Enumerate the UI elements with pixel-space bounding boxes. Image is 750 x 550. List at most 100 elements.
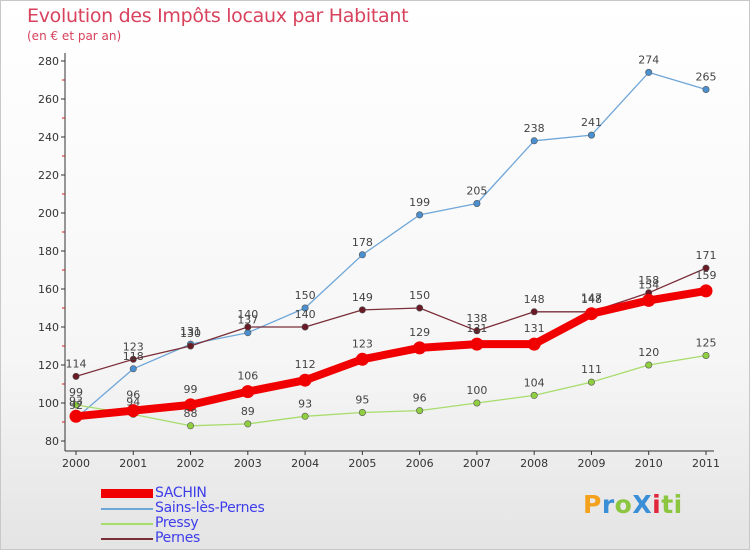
x-tick-label: 2000 xyxy=(62,457,90,470)
chart-subtitle: (en € et par an) xyxy=(27,29,122,43)
data-point-pernes xyxy=(473,327,481,335)
data-label-pernes: 114 xyxy=(66,357,87,370)
data-point-pernes xyxy=(530,308,538,316)
x-tick-label: 2004 xyxy=(291,457,319,470)
chart-series xyxy=(69,68,713,430)
data-label-sachin: 99 xyxy=(184,383,198,396)
data-label-sains-les-pernes: 92 xyxy=(69,399,83,412)
data-point-pressy xyxy=(473,399,481,407)
data-label-sains-les-pernes: 238 xyxy=(524,122,545,135)
y-tick-label: 180 xyxy=(38,245,59,258)
data-point-sains-les-pernes xyxy=(587,131,595,139)
data-label-pressy: 120 xyxy=(638,346,659,359)
chart-axes: 80 100 120 140 160 180 200 220 240 260 280 2000 2001… xyxy=(38,53,720,470)
data-point-sains-les-pernes xyxy=(301,304,309,312)
data-point-sains-les-pernes xyxy=(530,137,538,145)
data-label-pernes: 123 xyxy=(123,340,144,353)
x-tick-label: 2008 xyxy=(520,457,548,470)
legend-swatch xyxy=(101,538,153,540)
data-point-pernes xyxy=(244,323,252,331)
logo-letter: r xyxy=(601,490,615,519)
data-point-pernes xyxy=(187,342,195,350)
legend-label: Pressy xyxy=(155,515,199,531)
data-label-sains-les-pernes: 265 xyxy=(696,71,717,84)
data-label-pernes: 148 xyxy=(581,293,602,306)
data-label-pernes: 158 xyxy=(638,274,659,287)
data-point-pernes xyxy=(358,306,366,314)
data-label-sachin: 154 xyxy=(638,278,659,291)
legend-swatch xyxy=(101,508,153,510)
data-label-pernes: 138 xyxy=(466,312,487,325)
series-line-sains-les-pernes xyxy=(75,71,707,419)
logo-letter: i xyxy=(673,490,683,519)
data-label-sains-les-pernes: 205 xyxy=(466,185,487,198)
data-point-sachin xyxy=(298,373,312,387)
data-point-sachin xyxy=(699,284,713,298)
data-point-pressy xyxy=(530,391,538,399)
data-point-sains-les-pernes xyxy=(416,211,424,219)
data-point-pernes xyxy=(301,323,309,331)
data-point-pressy xyxy=(358,408,366,416)
data-label-pernes: 140 xyxy=(295,308,316,321)
data-label-sains-les-pernes: 137 xyxy=(237,314,258,327)
y-tick-label: 160 xyxy=(38,283,59,296)
chart-title: Evolution des Impôts locaux par Habitant xyxy=(27,5,409,27)
data-label-sachin: 147 xyxy=(581,292,602,305)
data-label-pernes: 149 xyxy=(352,291,373,304)
data-label-pernes: 140 xyxy=(237,308,258,321)
logo-letter: i xyxy=(652,490,662,519)
data-label-pressy: 100 xyxy=(466,384,487,397)
data-label-sachin: 112 xyxy=(295,358,316,371)
data-point-sachin xyxy=(241,385,255,399)
data-label-sachin: 131 xyxy=(466,322,487,335)
series-line-sachin xyxy=(72,286,710,421)
data-label-pernes: 150 xyxy=(409,289,430,302)
data-label-pernes: 148 xyxy=(524,293,545,306)
series-line-pernes xyxy=(75,267,707,378)
data-label-pressy: 88 xyxy=(184,407,198,420)
data-point-sachin xyxy=(126,404,140,418)
data-label-sains-les-pernes: 131 xyxy=(180,325,201,338)
data-label-sachin: 123 xyxy=(352,337,373,350)
logo-letter: t xyxy=(661,490,674,519)
x-tick-label: 2003 xyxy=(234,457,262,470)
data-point-pernes xyxy=(416,304,424,312)
data-label-pernes: 171 xyxy=(696,249,717,262)
data-point-sains-les-pernes xyxy=(129,365,137,373)
data-point-pressy xyxy=(645,361,653,369)
data-label-sains-les-pernes: 199 xyxy=(409,196,430,209)
legend-swatch xyxy=(101,523,153,525)
data-point-sachin xyxy=(527,337,541,351)
data-label-sachin: 159 xyxy=(696,269,717,282)
data-point-sachin xyxy=(69,409,83,423)
y-tick-label: 80 xyxy=(45,435,59,448)
logo-letter: o xyxy=(614,490,633,519)
data-point-pressy xyxy=(301,412,309,420)
data-point-pressy xyxy=(244,420,252,428)
data-label-sains-les-pernes: 150 xyxy=(295,289,316,302)
data-label-pernes: 130 xyxy=(180,327,201,340)
data-point-pressy xyxy=(72,401,80,409)
data-label-pressy: 111 xyxy=(581,363,602,376)
data-label-pressy: 125 xyxy=(696,337,717,350)
data-point-pernes xyxy=(129,355,137,363)
x-tick-label: 2009 xyxy=(577,457,605,470)
legend-swatch xyxy=(101,489,153,498)
data-label-pressy: 89 xyxy=(241,405,255,418)
data-label-pressy: 95 xyxy=(355,394,369,407)
data-label-pressy: 104 xyxy=(524,376,545,389)
x-tick-label: 2001 xyxy=(119,457,147,470)
data-label-sains-les-pernes: 274 xyxy=(638,53,659,66)
data-label-sains-les-pernes: 241 xyxy=(581,116,602,129)
y-tick-label: 200 xyxy=(38,207,59,220)
legend-label: Sains-lès-Pernes xyxy=(155,500,265,516)
series-line-pressy xyxy=(75,354,707,427)
data-label-pressy: 93 xyxy=(298,397,312,410)
data-point-pressy xyxy=(416,407,424,415)
x-tick-label: 2011 xyxy=(692,457,720,470)
x-tick-label: 2007 xyxy=(463,457,491,470)
data-point-sachin xyxy=(642,293,656,307)
data-label-sachin: 131 xyxy=(524,322,545,335)
logo-letter: X xyxy=(632,490,653,519)
